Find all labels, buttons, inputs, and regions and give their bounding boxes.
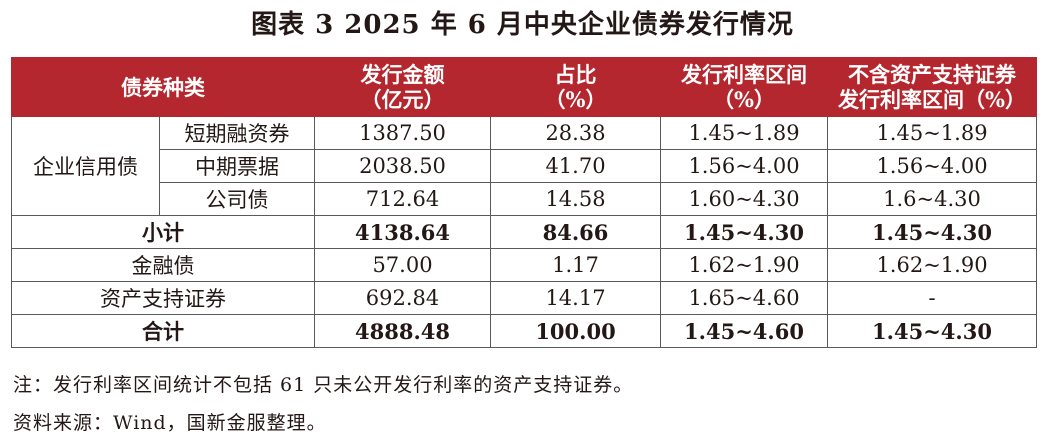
share-cell: 84.66 <box>490 215 661 249</box>
header-rate-ex-abs: 不含资产支持证券 发行利率区间（%） <box>827 57 1037 117</box>
share-cell: 28.38 <box>490 116 661 150</box>
subtotal-label: 小计 <box>11 215 315 249</box>
subtotal-row: 小计 4138.64 84.66 1.45~4.30 1.45~4.30 <box>11 215 1037 249</box>
rate-cell: 1.45~4.30 <box>660 215 828 249</box>
rate-ex-cell: 1.45~1.89 <box>827 116 1037 150</box>
source-note: 资料来源：Wind，国新金服整理。 <box>13 412 327 434</box>
share-cell: 100.00 <box>490 314 661 348</box>
total-row: 合计 4888.48 100.00 1.45~4.60 1.45~4.30 <box>11 314 1037 348</box>
rate-cell: 1.45~1.89 <box>660 116 828 150</box>
table-row: 公司债 712.64 14.58 1.60~4.30 1.6~4.30 <box>12 182 1037 216</box>
table-row: 企业信用债 短期融资券 1387.50 28.38 1.45~1.89 1.45… <box>11 116 1037 216</box>
header-rate-line1: 发行利率区间 <box>681 62 807 87</box>
header-bond-type: 债券种类 <box>11 57 315 117</box>
amount-cell: 57.00 <box>314 248 491 282</box>
bond-issuance-table: 债券种类 发行金额 （亿元） 占比 （%） 发行利率区间 （%） 不含资产支持证… <box>11 57 1037 348</box>
type-cell: 金融债 <box>11 248 315 282</box>
header-share-line1: 占比 <box>554 62 597 87</box>
rate-ex-cell: 1.6~4.30 <box>827 182 1037 216</box>
amount-cell: 2038.50 <box>314 149 491 183</box>
amount-cell: 4888.48 <box>314 314 491 348</box>
header-rate-line2: （%） <box>713 87 775 112</box>
total-label: 合计 <box>11 314 315 348</box>
footnote: 注：发行利率区间统计不包括 61 只未公开发行利率的资产支持证券。 <box>13 374 634 396</box>
table-row: 中期票据 2038.50 41.70 1.56~4.00 1.56~4.00 <box>12 149 1037 183</box>
rate-ex-cell: 1.56~4.00 <box>827 149 1037 183</box>
header-amount-line2: （亿元） <box>360 87 445 112</box>
table-row: 资产支持证券 692.84 14.17 1.65~4.60 - <box>11 281 1037 315</box>
header-share: 占比 （%） <box>490 57 661 117</box>
amount-cell: 4138.64 <box>314 215 491 249</box>
rate-ex-cell: - <box>827 281 1037 315</box>
rate-cell: 1.62~1.90 <box>660 248 828 282</box>
rate-cell: 1.65~4.60 <box>660 281 828 315</box>
table-title: 图表 3 2025 年 6 月中央企业债券发行情况 <box>251 10 794 40</box>
amount-cell: 692.84 <box>314 281 491 315</box>
share-cell: 41.70 <box>490 149 661 183</box>
header-row: 债券种类 发行金额 （亿元） 占比 （%） 发行利率区间 （%） 不含资产支持证… <box>11 57 1037 117</box>
header-rate-ex-line1: 不含资产支持证券 <box>848 62 1016 87</box>
header-amount: 发行金额 （亿元） <box>314 57 491 117</box>
rate-cell: 1.56~4.00 <box>660 149 828 183</box>
share-cell: 14.17 <box>490 281 661 315</box>
type-cell: 中期票据 <box>159 149 315 183</box>
header-rate-ex-line2: 发行利率区间（%） <box>838 87 1026 112</box>
rate-cell: 1.45~4.60 <box>660 314 828 348</box>
type-cell: 资产支持证券 <box>11 281 315 315</box>
share-cell: 1.17 <box>490 248 661 282</box>
type-cell: 公司债 <box>159 182 315 216</box>
type-cell: 短期融资券 <box>159 116 315 150</box>
table-row: 金融债 57.00 1.17 1.62~1.90 1.62~1.90 <box>11 248 1037 282</box>
rate-ex-cell: 1.62~1.90 <box>827 248 1037 282</box>
rate-cell: 1.60~4.30 <box>660 182 828 216</box>
rate-ex-cell: 1.45~4.30 <box>827 215 1037 249</box>
header-amount-line1: 发行金额 <box>360 62 445 87</box>
group-label-cell: 企业信用债 <box>11 116 160 216</box>
share-cell: 14.58 <box>490 182 661 216</box>
header-share-line2: （%） <box>544 87 607 112</box>
amount-cell: 712.64 <box>314 182 491 216</box>
rate-ex-cell: 1.45~4.30 <box>827 314 1037 348</box>
amount-cell: 1387.50 <box>314 116 491 150</box>
header-rate: 发行利率区间 （%） <box>660 57 828 117</box>
